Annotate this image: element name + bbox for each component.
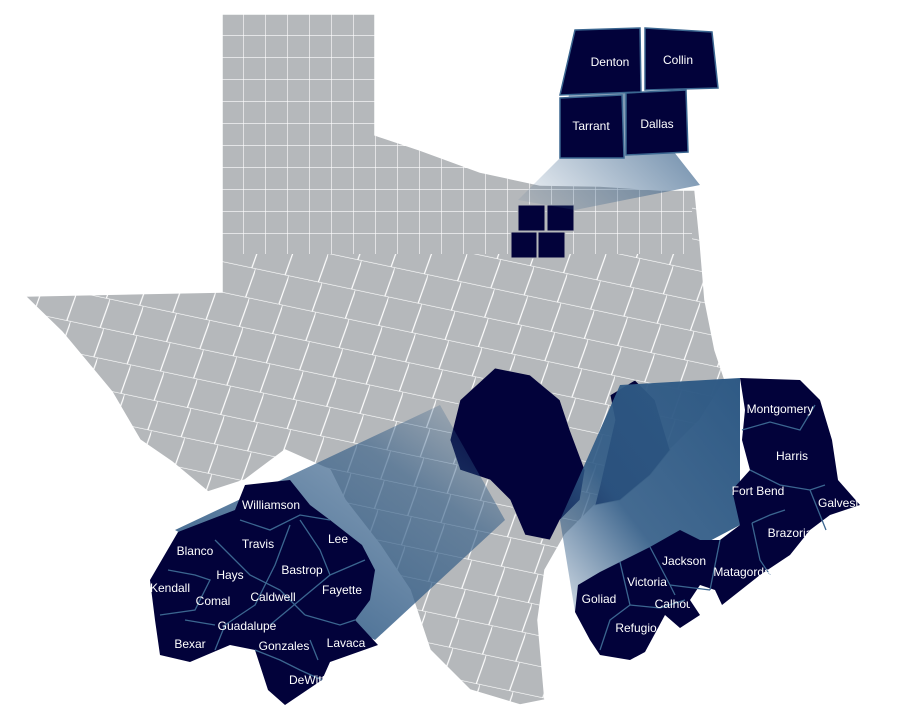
county-collin[interactable] (644, 27, 719, 91)
label-lavaca: Lavaca (327, 636, 366, 650)
label-matagorda: Matagorda (713, 565, 771, 579)
label-goliad: Goliad (582, 592, 617, 606)
label-guadalupe: Guadalupe (218, 619, 277, 633)
label-travis: Travis (242, 537, 274, 551)
label-refugio: Refugio (615, 621, 657, 635)
label-lee: Lee (328, 532, 348, 546)
county-dallas[interactable] (625, 89, 689, 156)
label-fort-bend: Fort Bend (732, 484, 785, 498)
coast-callout-cone (560, 378, 740, 612)
label-kendall: Kendall (150, 581, 190, 595)
label-caldwell: Caldwell (250, 590, 295, 604)
county-tarrant[interactable] (559, 94, 625, 159)
label-denton: Denton (591, 55, 630, 69)
coast-labels: Montgomery Harris Fort Bend Galveston Br… (582, 402, 872, 635)
label-jackson: Jackson (662, 554, 706, 568)
coast-inset (575, 378, 860, 660)
label-gonzales: Gonzales (259, 639, 310, 653)
label-bastrop: Bastrop (281, 563, 323, 577)
central-inset (150, 480, 378, 705)
label-williamson: Williamson (242, 498, 300, 512)
label-harris: Harris (776, 449, 808, 463)
label-comal: Comal (196, 594, 231, 608)
label-hays: Hays (216, 568, 243, 582)
label-dallas: Dallas (640, 117, 673, 131)
label-dewitt: DeWitt (289, 673, 326, 687)
label-brazoria: Brazoria (768, 526, 813, 540)
central-labels: Williamson Blanco Travis Lee Hays Bastro… (150, 498, 366, 687)
label-montgomery: Montgomery (747, 402, 814, 416)
label-fayette: Fayette (322, 583, 362, 597)
label-tarrant: Tarrant (572, 119, 610, 133)
dfw-highlight (510, 204, 575, 259)
label-blanco: Blanco (177, 544, 214, 558)
dfw-labels: Denton Collin Tarrant Dallas (572, 53, 693, 133)
label-victoria: Victoria (627, 575, 667, 589)
label-bexar: Bexar (174, 637, 205, 651)
central-callout-cone (175, 405, 505, 640)
label-galveston: Galveston (818, 496, 872, 510)
label-calhoun: Calhoun (655, 597, 700, 611)
dfw-inset (559, 27, 719, 159)
label-collin: Collin (663, 53, 693, 67)
